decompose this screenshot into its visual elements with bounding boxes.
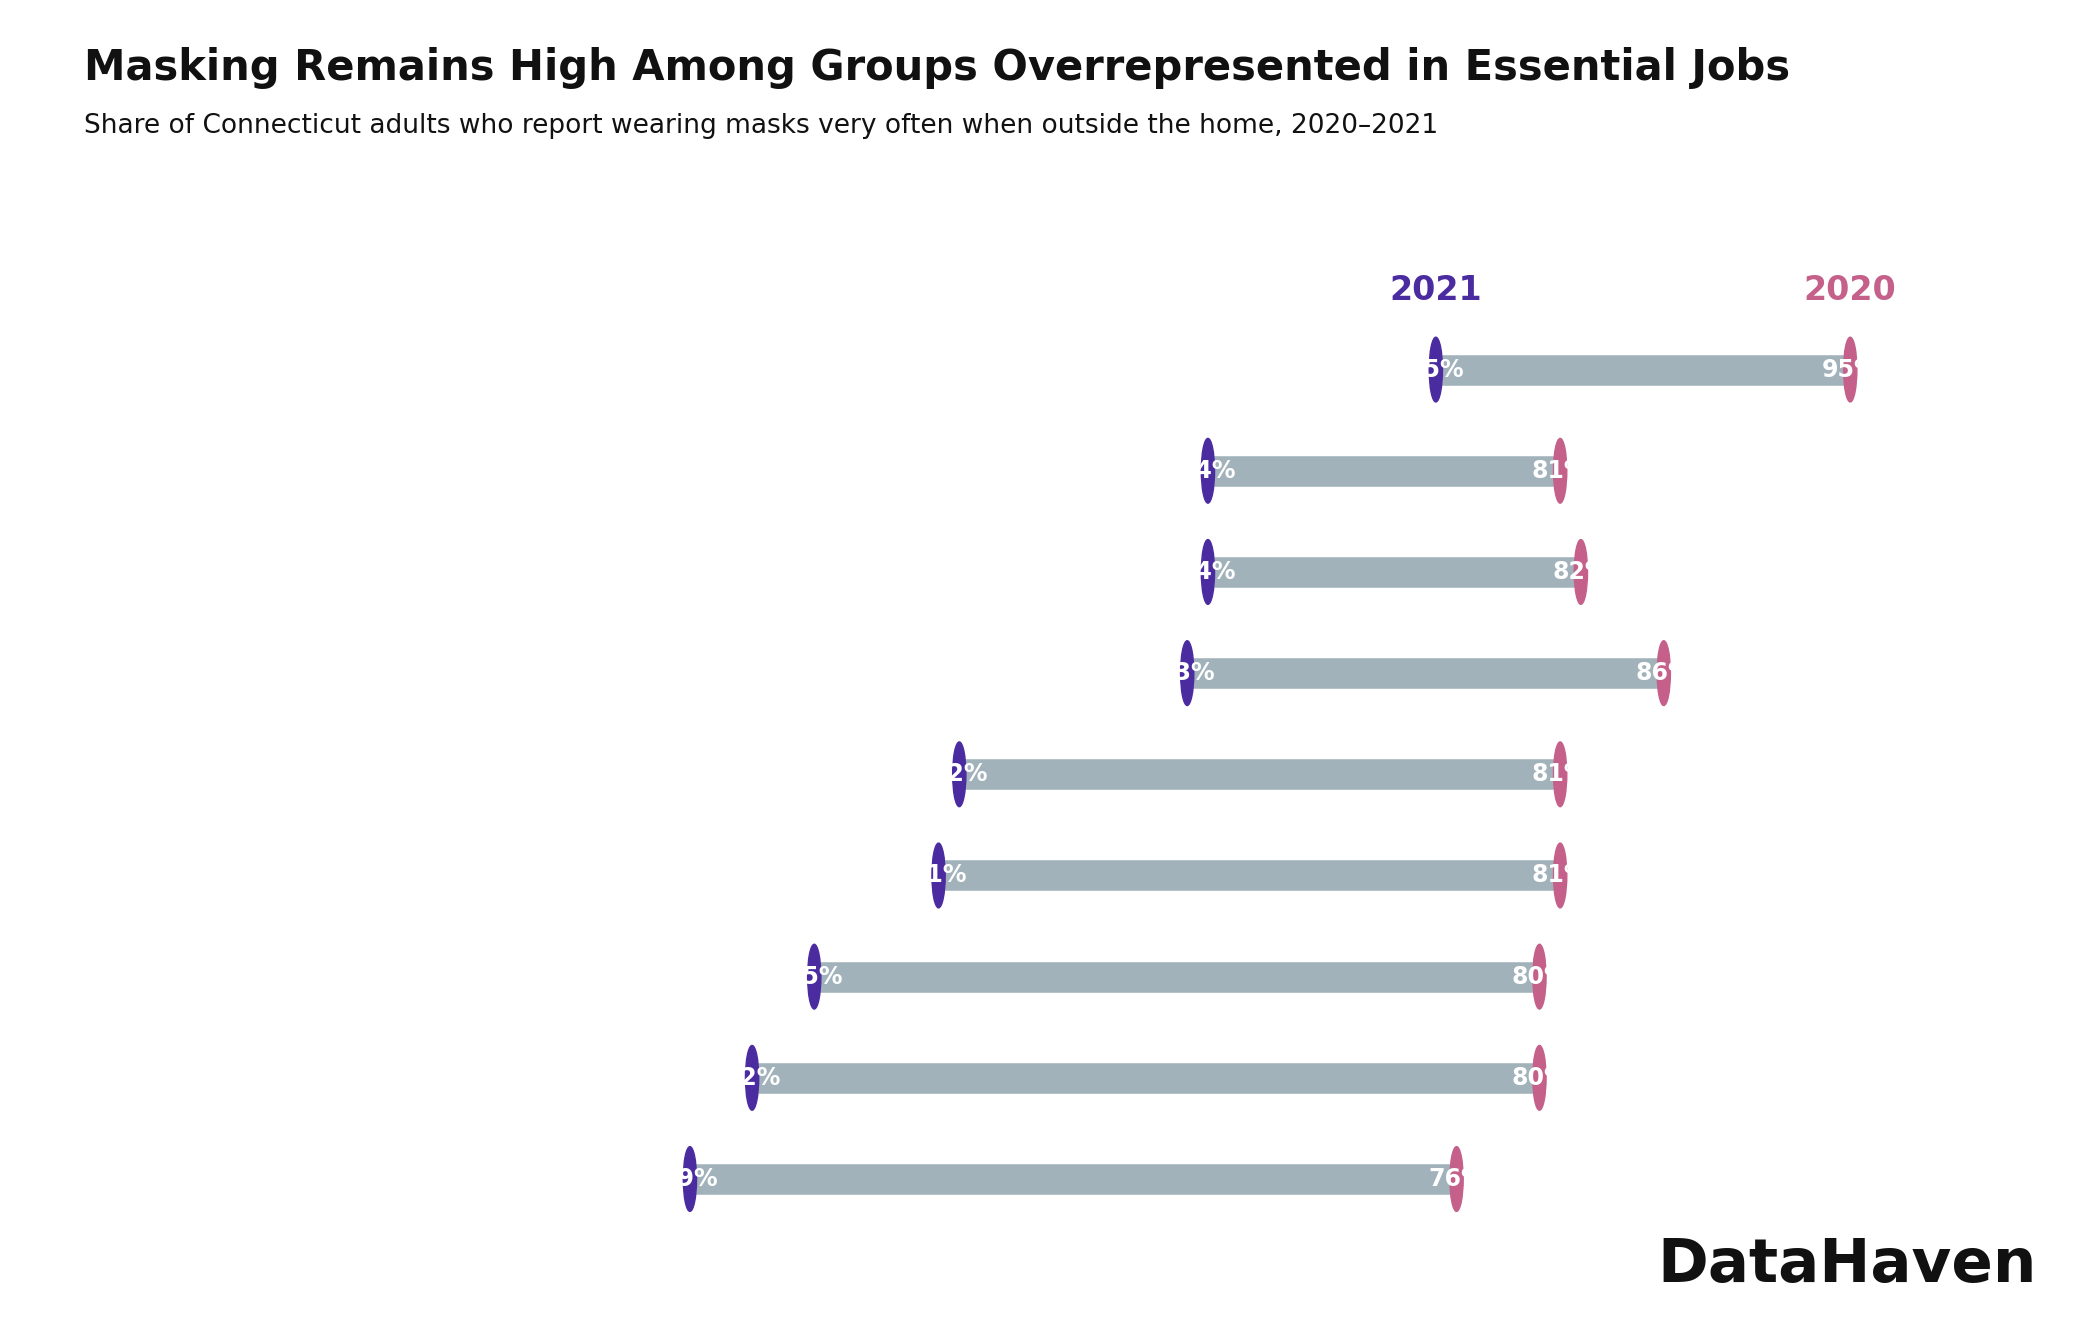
Circle shape [682,1147,697,1211]
Circle shape [1430,338,1443,402]
Circle shape [932,844,945,908]
Text: Masking Remains High Among Groups Overrepresented in Essential Jobs: Masking Remains High Among Groups Overre… [84,47,1789,88]
Circle shape [953,742,966,806]
Text: 76%: 76% [1428,1167,1485,1191]
Circle shape [1554,844,1567,908]
Circle shape [1201,438,1214,503]
Text: 81%: 81% [1531,864,1588,888]
Text: 52%: 52% [930,762,987,786]
Circle shape [1554,742,1567,806]
Circle shape [1657,641,1670,705]
Text: 2020: 2020 [1804,274,1896,307]
Circle shape [1180,641,1193,705]
Text: 45%: 45% [785,965,842,989]
Text: DataHaven: DataHaven [1657,1236,2037,1295]
Text: 86%: 86% [1636,661,1693,685]
Text: 75%: 75% [1407,358,1464,382]
Circle shape [808,944,821,1009]
Text: 42%: 42% [724,1065,781,1089]
Text: 82%: 82% [1552,559,1609,583]
Circle shape [1533,944,1546,1009]
Text: 39%: 39% [662,1167,718,1191]
Text: Share of Connecticut adults who report wearing masks very often when outside the: Share of Connecticut adults who report w… [84,113,1438,139]
Text: 63%: 63% [1159,661,1216,685]
Circle shape [1575,539,1588,605]
Text: 80%: 80% [1512,965,1569,989]
Text: 51%: 51% [909,864,966,888]
Circle shape [1554,438,1567,503]
Text: 64%: 64% [1180,459,1237,483]
Circle shape [1844,338,1856,402]
Text: 64%: 64% [1180,559,1237,583]
Circle shape [746,1045,758,1111]
Text: 81%: 81% [1531,459,1588,483]
Text: 80%: 80% [1512,1065,1569,1089]
Text: 81%: 81% [1531,762,1588,786]
Text: 2021: 2021 [1390,274,1483,307]
Circle shape [1533,1045,1546,1111]
Circle shape [1201,539,1214,605]
Text: 95%: 95% [1823,358,1880,382]
Circle shape [1449,1147,1464,1211]
